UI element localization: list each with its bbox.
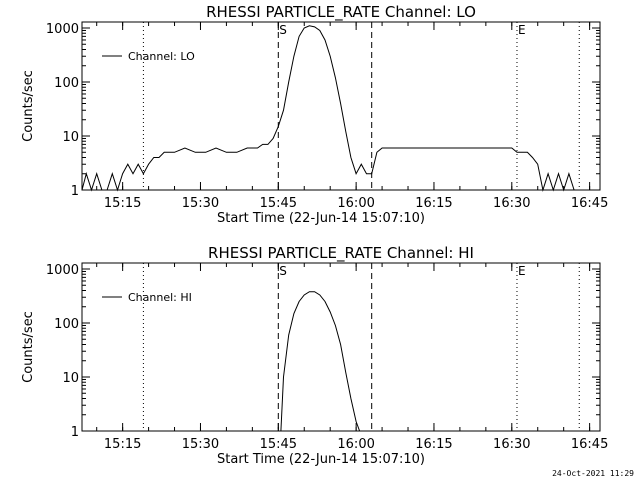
x-axis-label: Start Time (22-Jun-14 15:07:10) [217, 452, 425, 467]
legend-entry: Channel: HI [128, 291, 192, 304]
x-tick-label: 16:00 [337, 437, 374, 452]
x-tick-label: 16:45 [571, 437, 608, 452]
x-tick-label: 16:30 [493, 437, 530, 452]
x-tick-label: 15:15 [104, 196, 141, 211]
x-tick-label: 16:30 [493, 196, 530, 211]
plot-frame [81, 21, 601, 191]
x-tick-label: 16:15 [415, 196, 452, 211]
y-axis-label: Counts/sec [21, 70, 36, 142]
time-marker-label: E [518, 23, 526, 37]
series-line [280, 291, 361, 432]
y-tick-label: 100 [54, 317, 79, 332]
chart-panel-2: RHESSI PARTICLE_RATE Channel: HI 1 10 100 10… [21, 244, 608, 467]
y-tick-label: 1000 [46, 22, 79, 37]
footer-timestamp: 24-Oct-2021 11:29 [552, 469, 634, 478]
time-marker-label: S [279, 264, 287, 278]
x-tick-label: 16:45 [571, 196, 608, 211]
y-tick-label: 10 [62, 130, 79, 145]
x-tick-label: 15:30 [182, 196, 219, 211]
series-line [81, 25, 580, 192]
chart-title: RHESSI PARTICLE_RATE Channel: LO [206, 3, 476, 22]
legend-entry: Channel: LO [128, 50, 195, 63]
x-tick-label: 16:15 [415, 437, 452, 452]
x-tick-label: 15:45 [260, 437, 297, 452]
chart-panel-1: RHESSI PARTICLE_RATE Channel: LO 1 10 100 10… [21, 3, 608, 226]
x-tick-label: 15:30 [182, 437, 219, 452]
x-tick-label: 15:15 [104, 437, 141, 452]
y-tick-label: 100 [54, 76, 79, 91]
y-tick-label: 1000 [46, 263, 79, 278]
y-tick-label: 10 [62, 371, 79, 386]
chart-title: RHESSI PARTICLE_RATE Channel: HI [208, 244, 474, 263]
x-axis-label: Start Time (22-Jun-14 15:07:10) [217, 211, 425, 226]
y-tick-label: 1 [71, 425, 79, 440]
y-tick-label: 1 [71, 184, 79, 199]
time-marker-label: E [518, 264, 526, 278]
y-axis-label: Counts/sec [21, 311, 36, 383]
x-tick-label: 16:00 [337, 196, 374, 211]
time-marker-label: S [279, 23, 287, 37]
plot-frame [81, 262, 601, 432]
x-tick-label: 15:45 [260, 196, 297, 211]
